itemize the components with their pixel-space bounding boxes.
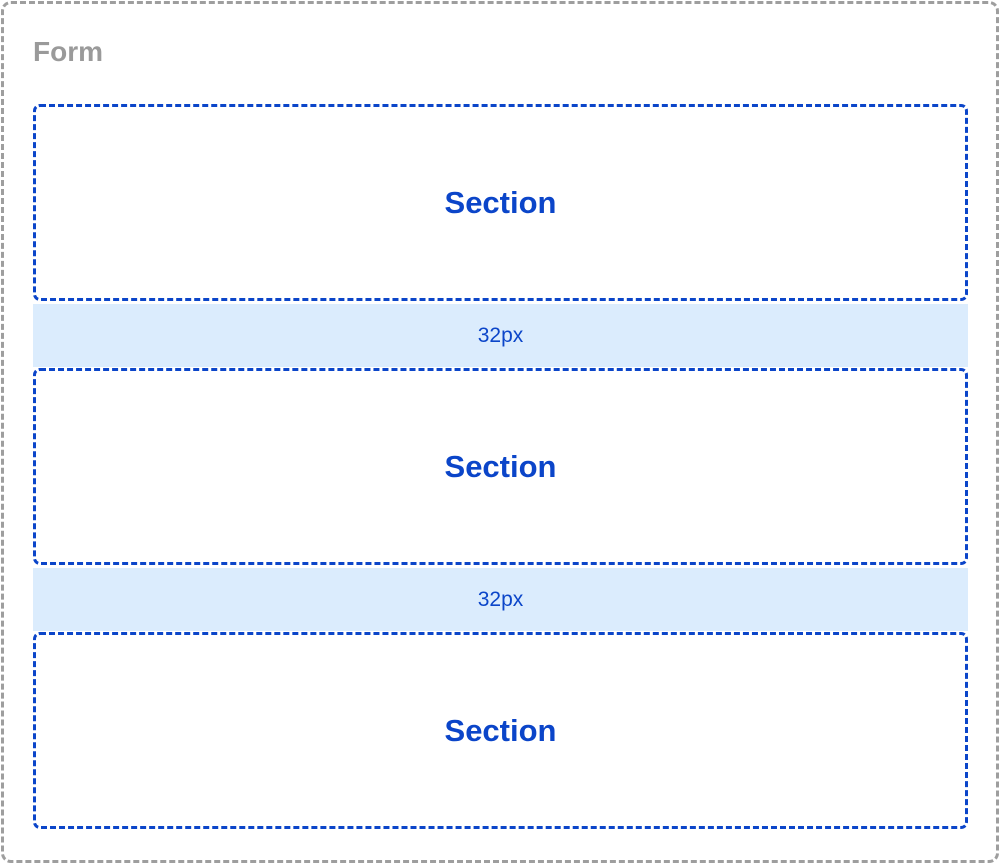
section-label: Section — [444, 712, 557, 748]
section-1: Section — [33, 104, 968, 301]
gap-1: 32px — [33, 304, 968, 367]
section-3: Section — [33, 632, 968, 829]
section-label: Section — [444, 184, 557, 220]
gap-2: 32px — [33, 568, 968, 631]
form-label: Form — [33, 36, 103, 67]
section-label: Section — [444, 448, 557, 484]
section-2: Section — [33, 368, 968, 565]
gap-label: 32px — [477, 587, 524, 611]
gap-label: 32px — [477, 323, 524, 347]
